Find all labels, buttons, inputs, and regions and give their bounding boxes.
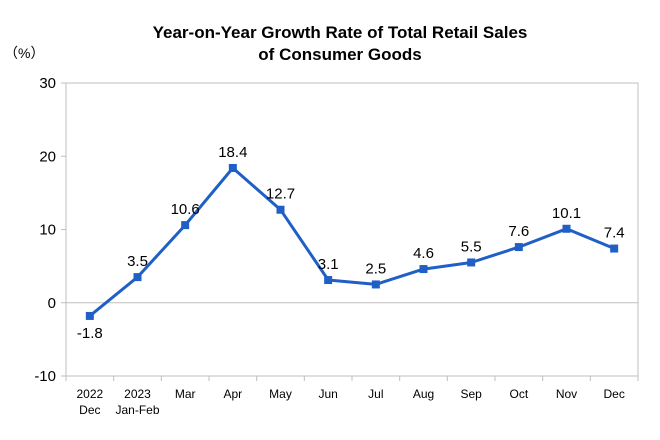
data-point-marker (228, 163, 237, 172)
data-point-marker (371, 280, 380, 289)
x-tick-label: 2023 (124, 387, 151, 401)
y-tick-label: 20 (39, 148, 56, 165)
data-point-marker (324, 276, 333, 285)
x-tick-label: Apr (223, 387, 242, 401)
data-label: 3.1 (318, 256, 339, 273)
plot-area-border (65, 82, 639, 377)
y-axis-ticks: 30 20 10 0 -10 (34, 75, 66, 385)
data-point-marker (610, 244, 619, 253)
y-axis-unit-label: （%） (4, 45, 44, 61)
data-point-marker (276, 205, 285, 214)
data-label: 4.6 (413, 245, 434, 262)
data-point-marker (133, 273, 142, 282)
data-label: 5.5 (461, 238, 482, 255)
data-label: 10.1 (552, 205, 581, 222)
x-axis-ticks: 2022 Dec 2023 Jan-Feb Mar Apr May Jun Jul Aug Sep O… (65, 376, 639, 417)
chart-title-line-2: of Consumer Goods (258, 45, 421, 64)
x-tick-label: Nov (556, 387, 577, 401)
x-tick-label: 2022 (76, 387, 103, 401)
data-label: -1.8 (77, 325, 103, 342)
data-point-marker (85, 311, 94, 320)
data-point-marker (467, 258, 476, 267)
x-tick-label: May (269, 387, 292, 401)
data-label: 12.7 (266, 186, 295, 203)
x-tick-label: Jun (318, 387, 337, 401)
data-point-marker (562, 224, 571, 233)
data-label: 10.6 (171, 201, 200, 218)
data-point-marker (514, 243, 523, 252)
x-tick-label: Mar (175, 387, 196, 401)
y-tick-label: 10 (39, 222, 56, 239)
x-tick-label: Sep (460, 387, 482, 401)
data-point-marker (181, 221, 190, 230)
x-tick-label: Jan-Feb (115, 403, 159, 417)
data-markers (85, 163, 619, 320)
chart-title-line-1: Year-on-Year Growth Rate of Total Retail… (153, 23, 528, 42)
y-tick-label: -10 (34, 368, 56, 385)
data-label: 3.5 (127, 253, 148, 270)
y-tick-label: 0 (48, 295, 56, 312)
data-labels: -1.8 3.5 10.6 18.4 12.7 3.1 2.5 4.6 5.5 7.6 10.1 7.… (77, 144, 625, 342)
x-tick-label: Oct (509, 387, 528, 401)
data-label: 2.5 (365, 260, 386, 277)
data-label: 7.6 (508, 223, 529, 240)
data-label: 18.4 (218, 144, 247, 161)
series-line (88, 166, 615, 318)
data-point-marker (419, 265, 428, 274)
y-tick-label: 30 (39, 75, 56, 92)
data-label: 7.4 (604, 225, 625, 242)
x-tick-label: Dec (79, 403, 100, 417)
x-tick-label: Jul (368, 387, 383, 401)
x-tick-label: Aug (413, 387, 434, 401)
x-tick-label: Dec (603, 387, 624, 401)
